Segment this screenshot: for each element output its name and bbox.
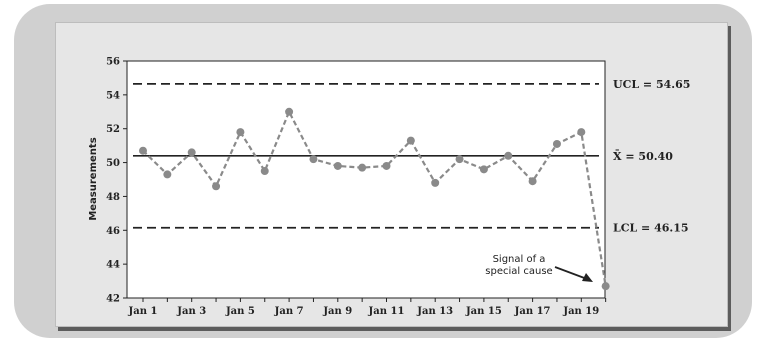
annotation-line-1: Signal of a: [493, 254, 546, 265]
x-tick-label: Jan 9: [322, 306, 352, 317]
x-tick-label: Jan 3: [176, 306, 206, 317]
data-point: [406, 136, 415, 145]
y-axis-ticks: 42 44 46 48 50 52 54 56: [106, 57, 127, 305]
data-point: [455, 155, 464, 164]
data-series: [139, 107, 610, 291]
annotation-arrow: [554, 266, 588, 280]
annotation-line-2: special cause: [485, 266, 552, 277]
data-point: [163, 170, 172, 179]
data-point: [260, 167, 269, 176]
data-point: [528, 177, 537, 186]
data-point: [382, 161, 391, 170]
data-point: [358, 163, 367, 172]
x-tick-label: Jan 17: [514, 306, 551, 317]
data-point: [431, 178, 440, 187]
y-tick-label: 44: [106, 260, 120, 271]
data-point: [601, 282, 610, 291]
data-point: [577, 128, 586, 137]
y-tick-label: 56: [106, 57, 120, 68]
plot-area: [126, 60, 606, 299]
x-axis-ticks: Jan 1 Jan 3 Jan 5 Jan 7 Jan 9 Jan 11 Jan 13 Jan…: [128, 298, 607, 317]
data-point: [504, 151, 513, 160]
annotation-arrowhead: [582, 273, 593, 282]
data-point: [309, 155, 318, 164]
y-tick-label: 52: [106, 124, 120, 135]
series-line: [142, 109, 607, 287]
reference-line-label: UCL = 54.65: [613, 78, 690, 91]
reference-line-label: LCL = 46.15: [613, 222, 689, 235]
y-tick-label: 54: [106, 90, 120, 101]
data-point: [285, 107, 294, 116]
y-tick-label: 48: [106, 192, 120, 203]
data-point: [479, 165, 488, 174]
x-tick-label: Jan 19: [562, 306, 599, 317]
data-point: [139, 146, 147, 155]
x-tick-label: Jan 7: [274, 306, 304, 317]
x-tick-label: Jan 11: [368, 306, 405, 317]
x-tick-label: Jan 13: [416, 306, 453, 317]
reference-line-label: X̄ = 50.40: [613, 149, 673, 163]
x-tick-label: Jan 15: [465, 306, 502, 317]
x-tick-label: Jan 1: [128, 306, 158, 317]
y-tick-label: 46: [106, 226, 120, 237]
data-point: [236, 128, 245, 137]
y-tick-label: 42: [106, 294, 120, 305]
y-axis-label: Measurements: [88, 137, 99, 220]
reference-lines: UCL = 54.65 X̄ = 50.40 LCL = 46.15: [133, 78, 690, 235]
data-point: [212, 182, 221, 191]
data-point: [187, 148, 196, 157]
data-point: [333, 161, 342, 170]
y-tick-label: 50: [106, 158, 120, 169]
data-point: [552, 139, 561, 148]
x-tick-label: Jan 5: [225, 306, 255, 317]
